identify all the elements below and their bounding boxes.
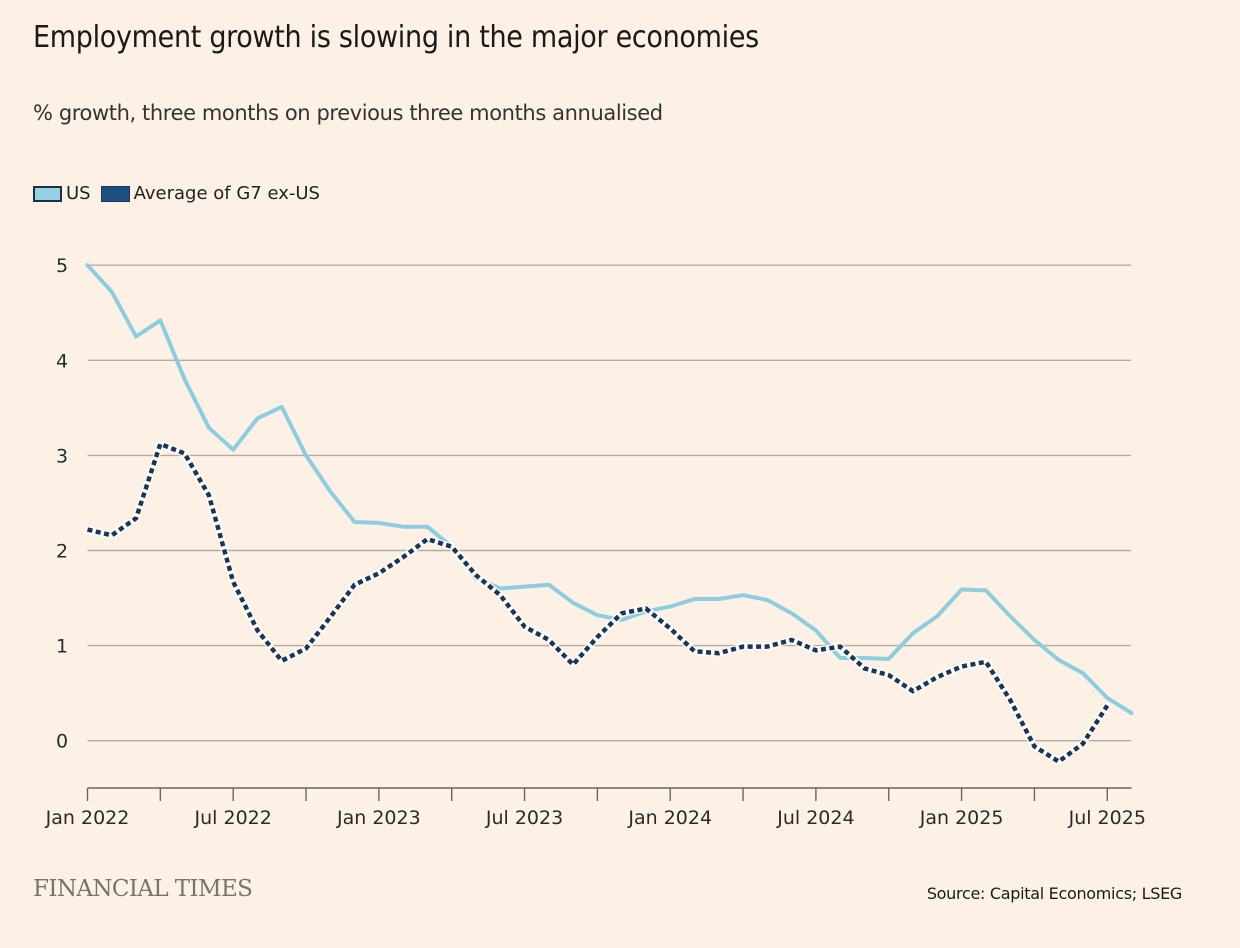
series-layer: [84, 263, 1134, 766]
ft-logo: FINANCIAL TIMES: [33, 876, 253, 902]
series-halo-g7: [84, 440, 1111, 766]
x-tick-label: Jan 2023: [336, 807, 421, 829]
legend-label-us: US: [66, 183, 91, 204]
legend-item-us: US: [33, 183, 91, 204]
x-tick-label: Jan 2025: [919, 807, 1004, 829]
y-tick-label: 5: [56, 255, 68, 277]
x-axis: Jan 2022 Jul 2022 Jan 2023 Jul 2023 Jan 2024…: [45, 787, 1146, 829]
source-note: Source: Capital Economics; LSEG: [926, 884, 1182, 903]
y-tick-label: 1: [56, 636, 68, 658]
x-tick-label: Jul 2023: [485, 807, 563, 829]
legend-swatch-us: [33, 185, 62, 202]
y-tick-label: 0: [56, 731, 68, 753]
y-tick-label: 2: [56, 541, 68, 563]
chart-title: Employment growth is slowing in the majo…: [33, 20, 759, 55]
legend: US Average of G7 ex-US: [33, 183, 330, 204]
y-tick-label: 3: [56, 445, 68, 467]
legend-item-g7: Average of G7 ex-US: [100, 183, 320, 204]
legend-swatch-g7: [100, 185, 130, 202]
x-tick-label: Jul 2024: [776, 807, 854, 829]
x-tick-label: Jul 2022: [194, 807, 272, 829]
grid-layer: 0 1 2 3 4 5: [56, 255, 1131, 753]
series-line-g7: [86, 441, 1110, 764]
chart-subtitle: % growth, three months on previous three…: [33, 101, 663, 125]
x-tick-label: Jan 2022: [45, 807, 130, 829]
x-tick-label: Jan 2024: [627, 807, 712, 829]
legend-label-g7: Average of G7 ex-US: [133, 183, 320, 204]
y-tick-label: 4: [56, 350, 68, 372]
series-line-us: [85, 263, 1134, 716]
x-tick-label: Jul 2025: [1068, 807, 1146, 829]
